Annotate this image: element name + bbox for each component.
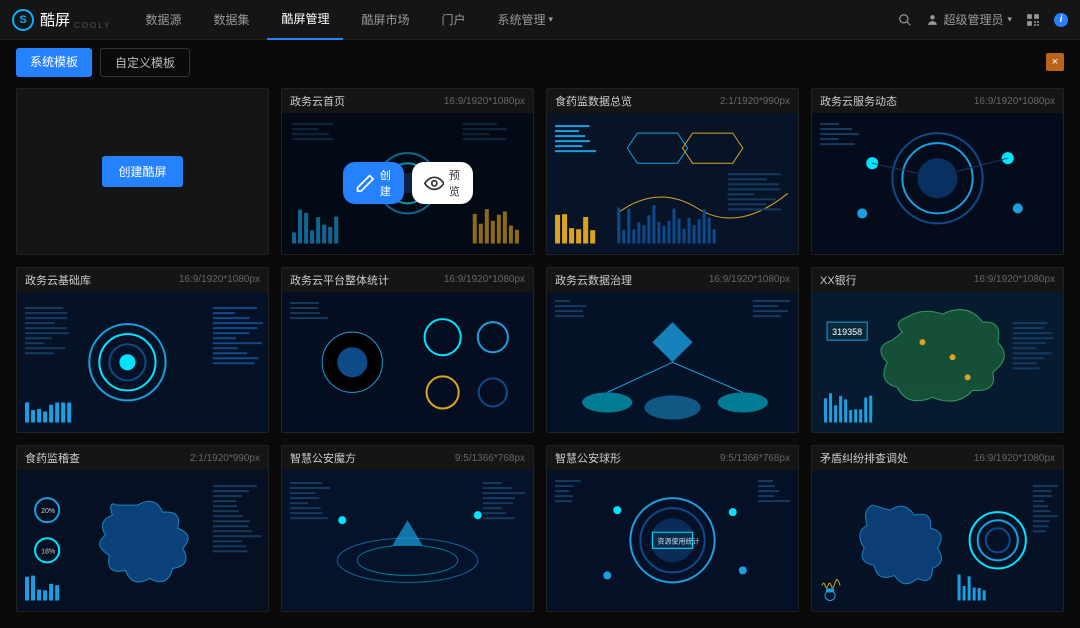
header-right: 超级管理员 ▾ i xyxy=(898,11,1068,28)
template-dimensions: 16:9/1920*1080px xyxy=(974,453,1055,464)
template-card[interactable]: XX银行 16:9/1920*1080px 319358 xyxy=(811,267,1064,434)
template-thumbnail: 资源使用统计 xyxy=(547,470,798,611)
template-title: 政务云基础库 xyxy=(25,272,91,288)
template-thumbnail xyxy=(812,113,1063,254)
template-title: 食药监稽查 xyxy=(25,450,80,466)
svg-text:18%: 18% xyxy=(41,548,55,555)
nav-item-5[interactable]: 系统管理▾ xyxy=(484,0,568,40)
template-card[interactable]: 政务云数据治理 16:9/1920*1080px xyxy=(546,267,799,434)
template-title: XX银行 xyxy=(820,272,857,288)
template-tab-0[interactable]: 系统模板 xyxy=(16,48,92,77)
svg-text:319358: 319358 xyxy=(832,327,862,337)
create-screen-button[interactable]: 创建酷屏 xyxy=(102,156,182,187)
template-dimensions: 2:1/1920*990px xyxy=(190,453,260,464)
template-card-head: 矛盾纠纷排查调处 16:9/1920*1080px xyxy=(812,446,1063,470)
user-icon xyxy=(926,13,939,26)
chevron-down-icon: ▾ xyxy=(549,14,554,25)
template-card-head: 食药监稽查 2:1/1920*990px xyxy=(17,446,268,470)
template-title: 政务云平台整体统计 xyxy=(290,272,389,288)
template-thumbnail xyxy=(547,113,798,254)
template-thumbnail xyxy=(17,292,268,433)
chevron-down-icon: ▾ xyxy=(1007,14,1012,25)
template-thumbnail xyxy=(282,292,533,433)
template-hover-overlay: 创建 预览 xyxy=(282,113,533,254)
brand-name: 酷屏 xyxy=(40,9,70,30)
template-card[interactable]: 政务云首页 16:9/1920*1080px 创建 预览 xyxy=(281,88,534,255)
svg-text:20%: 20% xyxy=(41,508,55,515)
template-thumbnail xyxy=(812,470,1063,611)
nav-item-2[interactable]: 酷屏管理 xyxy=(267,0,343,40)
template-card-head: 政务云服务动态 16:9/1920*1080px xyxy=(812,89,1063,113)
template-card[interactable]: 智慧公安球形 9:5/1366*768px 资源使用统计 xyxy=(546,445,799,612)
template-card-head: 政务云数据治理 16:9/1920*1080px xyxy=(547,268,798,292)
template-title: 政务云数据治理 xyxy=(555,272,632,288)
template-dimensions: 16:9/1920*1080px xyxy=(444,274,525,285)
template-card-head: XX银行 16:9/1920*1080px xyxy=(812,268,1063,292)
qr-icon[interactable] xyxy=(1026,13,1040,27)
overlay-create-button[interactable]: 创建 xyxy=(343,162,404,204)
template-title: 智慧公安球形 xyxy=(555,450,621,466)
template-title: 政务云服务动态 xyxy=(820,93,897,109)
eye-icon xyxy=(424,173,445,194)
template-dimensions: 9:5/1366*768px xyxy=(455,453,525,464)
template-card[interactable]: 食药监数据总览 2:1/1920*990px xyxy=(546,88,799,255)
template-card[interactable]: 政务云基础库 16:9/1920*1080px xyxy=(16,267,269,434)
template-thumbnail: 319358 xyxy=(812,292,1063,433)
template-card-head: 政务云首页 16:9/1920*1080px xyxy=(282,89,533,113)
template-thumbnail: 20% 18% xyxy=(17,470,268,611)
template-grid: 创建酷屏 政务云首页 16:9/1920*1080px 创建 预览 食药监数据总览 2:… xyxy=(0,84,1080,628)
template-card-head: 食药监数据总览 2:1/1920*990px xyxy=(547,89,798,113)
overlay-preview-button[interactable]: 预览 xyxy=(412,162,473,204)
logo: S 酷屏 COOLY xyxy=(12,9,111,31)
template-title: 智慧公安魔方 xyxy=(290,450,356,466)
info-icon[interactable]: i xyxy=(1054,13,1068,27)
top-header: S 酷屏 COOLY 数据源数据集酷屏管理酷屏市场门户系统管理▾ 超级管理员 ▾… xyxy=(0,0,1080,40)
template-dimensions: 16:9/1920*1080px xyxy=(974,96,1055,107)
svg-text:资源使用统计: 资源使用统计 xyxy=(657,536,699,545)
template-card[interactable]: 食药监稽查 2:1/1920*990px 20% 18% xyxy=(16,445,269,612)
close-panel-button[interactable]: × xyxy=(1046,53,1064,71)
template-dimensions: 16:9/1920*1080px xyxy=(179,274,260,285)
template-card[interactable]: 政务云平台整体统计 16:9/1920*1080px xyxy=(281,267,534,434)
nav-item-1[interactable]: 数据集 xyxy=(199,0,263,40)
nav-item-0[interactable]: 数据源 xyxy=(131,0,195,40)
template-card[interactable]: 矛盾纠纷排查调处 16:9/1920*1080px xyxy=(811,445,1064,612)
template-title: 矛盾纠纷排查调处 xyxy=(820,450,908,466)
template-thumbnail: 创建 预览 xyxy=(282,113,533,254)
logo-mark-icon: S xyxy=(12,9,34,31)
template-card-head: 政务云平台整体统计 16:9/1920*1080px xyxy=(282,268,533,292)
brand-sub: COOLY xyxy=(74,21,111,30)
template-tab-1[interactable]: 自定义模板 xyxy=(100,48,190,77)
template-dimensions: 9:5/1366*768px xyxy=(720,453,790,464)
user-label: 超级管理员 xyxy=(943,11,1003,28)
template-dimensions: 16:9/1920*1080px xyxy=(444,96,525,107)
template-thumbnail xyxy=(282,470,533,611)
main-nav: 数据源数据集酷屏管理酷屏市场门户系统管理▾ xyxy=(131,0,567,40)
template-dimensions: 2:1/1920*990px xyxy=(720,96,790,107)
template-thumbnail xyxy=(547,292,798,433)
template-card-head: 智慧公安魔方 9:5/1366*768px xyxy=(282,446,533,470)
sub-tab-bar: 系统模板自定义模板 × xyxy=(0,40,1080,84)
template-card-head: 智慧公安球形 9:5/1366*768px xyxy=(547,446,798,470)
nav-item-4[interactable]: 门户 xyxy=(428,0,480,40)
template-dimensions: 16:9/1920*1080px xyxy=(709,274,790,285)
create-screen-card: 创建酷屏 xyxy=(16,88,269,255)
template-title: 政务云首页 xyxy=(290,93,345,109)
template-dimensions: 16:9/1920*1080px xyxy=(974,274,1055,285)
template-title: 食药监数据总览 xyxy=(555,93,632,109)
template-card[interactable]: 智慧公安魔方 9:5/1366*768px xyxy=(281,445,534,612)
nav-item-3[interactable]: 酷屏市场 xyxy=(347,0,423,40)
search-icon[interactable] xyxy=(898,13,912,27)
template-card-head: 政务云基础库 16:9/1920*1080px xyxy=(17,268,268,292)
template-card[interactable]: 政务云服务动态 16:9/1920*1080px xyxy=(811,88,1064,255)
user-menu[interactable]: 超级管理员 ▾ xyxy=(926,11,1012,28)
pencil-icon xyxy=(355,173,376,194)
